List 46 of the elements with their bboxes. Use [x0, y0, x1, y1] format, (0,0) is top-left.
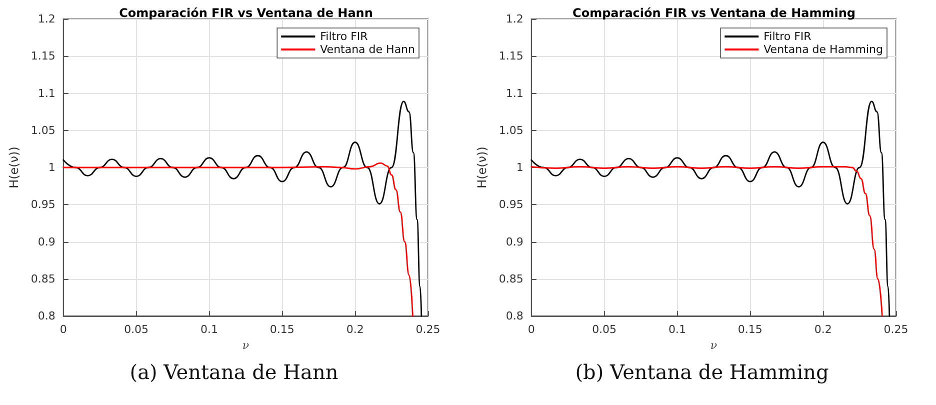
- y-tick-label: 1: [516, 161, 524, 174]
- y-tick-label: 0.8: [506, 310, 524, 322]
- x-tick-label: 0.25: [884, 323, 908, 336]
- x-tick-label: 0.05: [592, 323, 617, 336]
- x-tick-label: 0: [60, 323, 67, 336]
- legend-label: Filtro FIR: [764, 30, 812, 43]
- y-tick-label: 0.95: [498, 198, 524, 212]
- y-tick-label: 1.15: [30, 50, 56, 63]
- legend-label: Ventana de Hann: [320, 43, 416, 56]
- line-series: [530, 166, 883, 317]
- y-tick-label: 1.05: [30, 124, 56, 137]
- chart-title: Comparación FIR vs Ventana de Hamming: [572, 6, 856, 20]
- y-tick-label: 0.95: [30, 198, 56, 212]
- legend-label: Filtro FIR: [320, 30, 368, 43]
- x-tick-label: 0.2: [346, 323, 364, 336]
- y-tick-label: 0.9: [38, 235, 56, 248]
- y-tick-label: 0.9: [506, 235, 524, 248]
- y-tick-label: 1.05: [498, 124, 524, 137]
- y-tick-label: 1.1: [38, 86, 56, 100]
- y-tick-label: 1.1: [506, 86, 524, 100]
- y-tick-label: 1: [48, 161, 56, 174]
- x-tick-label: 0.1: [200, 323, 218, 336]
- y-tick-label: 0.85: [498, 272, 524, 286]
- text: (b) Ventana de Hamming: [575, 360, 829, 384]
- x-tick-label: 0.15: [738, 323, 762, 336]
- legend-label: Ventana de Hamming: [764, 43, 883, 56]
- y-axis-title: H(e(ν)): [475, 146, 489, 188]
- x-tick-label: 0.15: [270, 323, 294, 336]
- y-axis-title: H(e(ν)): [7, 146, 21, 188]
- y-tick-label: 0.85: [30, 272, 56, 286]
- x-tick-label: 0.2: [814, 323, 832, 336]
- y-tick-label: 1.2: [506, 12, 524, 26]
- x-tick-label: 0.1: [668, 323, 686, 336]
- x-tick-label: 0: [528, 323, 535, 336]
- x-tick-label: 0.05: [124, 323, 149, 336]
- y-tick-label: 1.15: [498, 50, 524, 63]
- y-tick-label: 0.8: [38, 310, 56, 322]
- line-series: [62, 162, 414, 317]
- line-series: [530, 100, 890, 317]
- line-series: [62, 100, 422, 317]
- chart-title: Comparación FIR vs Ventana de Hann: [119, 6, 373, 20]
- x-axis-title: ν: [242, 338, 250, 352]
- text: (a) Ventana de Hann: [130, 360, 338, 384]
- y-tick-label: 1.2: [38, 12, 56, 26]
- x-tick-label: 0.25: [416, 323, 440, 336]
- x-axis-title: ν: [710, 338, 718, 352]
